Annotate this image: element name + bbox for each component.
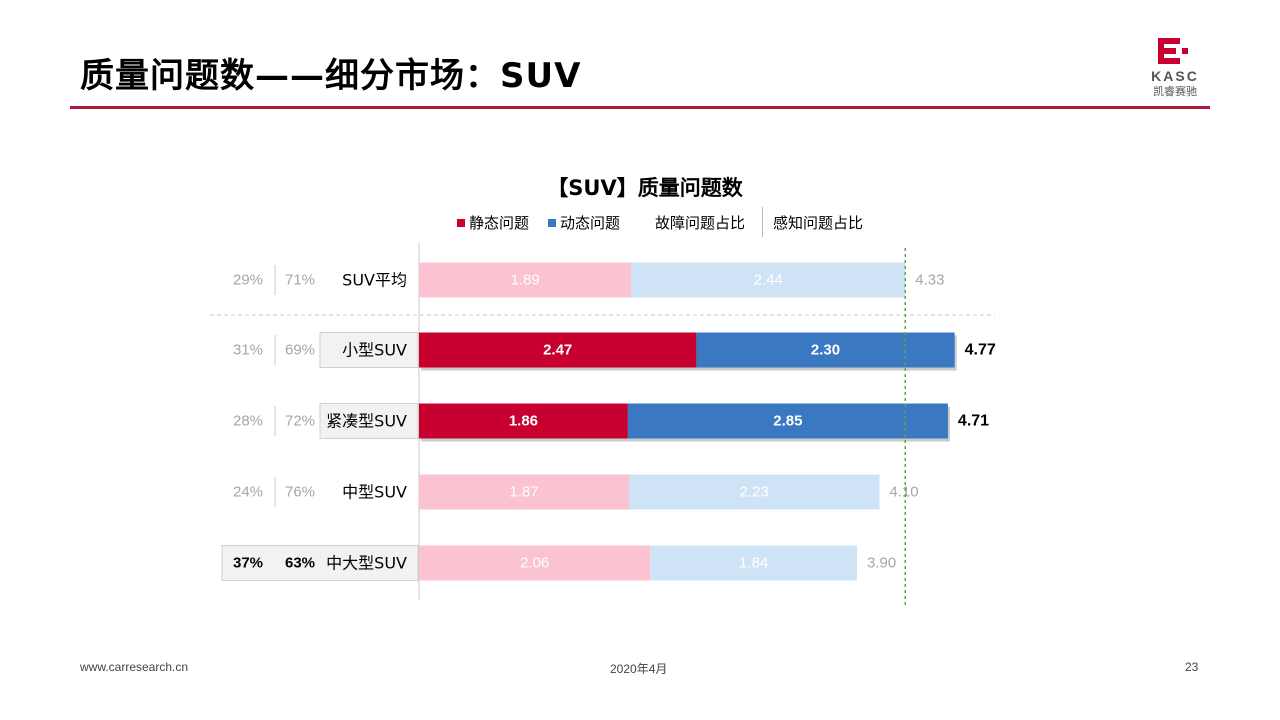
category-label: SUV平均 bbox=[342, 271, 407, 290]
logo-subtitle: 凯睿赛驰 bbox=[1153, 85, 1197, 98]
category-label-box bbox=[319, 403, 419, 439]
fault-share-label: 37% bbox=[233, 555, 263, 572]
legend-fault-share-header: 故障问题占比 bbox=[655, 214, 746, 232]
category-label: 小型SUV bbox=[342, 341, 407, 360]
total-value-label: 4.33 bbox=[915, 272, 944, 289]
legend-perception-share-header: 感知问题占比 bbox=[773, 214, 864, 232]
kasc-logo: KASC 凯睿赛驰 bbox=[1138, 36, 1212, 98]
static-value-label: 1.89 bbox=[511, 272, 540, 289]
dynamic-bar bbox=[627, 403, 948, 439]
footer-date: 2020年4月 bbox=[610, 662, 668, 676]
fault-share-label: 24% bbox=[233, 484, 263, 501]
legend-static-label: 静态问题 bbox=[469, 214, 530, 232]
total-value-label: 4.10 bbox=[889, 484, 918, 501]
category-label-box bbox=[319, 332, 419, 368]
legend-item-dynamic: 动态问题 bbox=[548, 212, 620, 233]
logo-name: KASC bbox=[1151, 68, 1199, 84]
share-label-box bbox=[221, 545, 419, 581]
dynamic-value-label: 2.30 bbox=[811, 342, 840, 359]
title-rule bbox=[70, 106, 1210, 109]
perception-share-label: 72% bbox=[285, 413, 315, 430]
category-label: 中大型SUV bbox=[326, 554, 407, 573]
dynamic-value-label: 1.84 bbox=[739, 555, 768, 572]
static-value-label: 1.86 bbox=[509, 413, 538, 430]
dynamic-bar bbox=[696, 332, 955, 368]
static-value-label: 1.87 bbox=[509, 484, 538, 501]
fault-share-label: 28% bbox=[233, 413, 263, 430]
dynamic-bar bbox=[629, 474, 880, 510]
perception-share-label: 71% bbox=[285, 272, 315, 289]
static-bar bbox=[419, 332, 697, 368]
fault-share-label: 29% bbox=[233, 272, 263, 289]
legend-separator bbox=[762, 207, 763, 237]
static-bar bbox=[419, 545, 651, 581]
category-label: 中型SUV bbox=[342, 483, 407, 502]
footer-page-number: 23 bbox=[1185, 660, 1199, 674]
page-title: 质量问题数——细分市场：SUV bbox=[80, 56, 582, 96]
legend-static-swatch-icon bbox=[457, 219, 465, 227]
perception-share-label: 69% bbox=[285, 342, 315, 359]
category-label: 紧凑型SUV bbox=[326, 412, 407, 431]
fault-share-label: 31% bbox=[233, 342, 263, 359]
dynamic-value-label: 2.44 bbox=[754, 272, 783, 289]
dynamic-value-label: 2.23 bbox=[740, 484, 769, 501]
static-bar bbox=[419, 403, 628, 439]
static-value-label: 2.47 bbox=[543, 342, 572, 359]
logo-mark-icon bbox=[1158, 38, 1188, 64]
dynamic-bar bbox=[631, 262, 906, 298]
total-value-label: 3.90 bbox=[867, 555, 896, 572]
dynamic-value-label: 2.85 bbox=[773, 413, 802, 430]
footer-website: www.carresearch.cn bbox=[80, 660, 189, 674]
static-bar bbox=[419, 474, 630, 510]
legend-item-static: 静态问题 bbox=[457, 212, 529, 233]
total-value-label: 4.71 bbox=[958, 413, 989, 430]
dynamic-bar bbox=[650, 545, 857, 581]
total-value-label: 4.77 bbox=[965, 342, 996, 359]
legend-dynamic-label: 动态问题 bbox=[560, 214, 621, 232]
perception-share-label: 63% bbox=[285, 555, 315, 572]
static-value-label: 2.06 bbox=[520, 555, 549, 572]
legend-dynamic-swatch-icon bbox=[548, 219, 556, 227]
perception-share-label: 76% bbox=[285, 484, 315, 501]
static-bar bbox=[419, 262, 632, 298]
chart-title: 【SUV】质量问题数 bbox=[547, 176, 743, 200]
